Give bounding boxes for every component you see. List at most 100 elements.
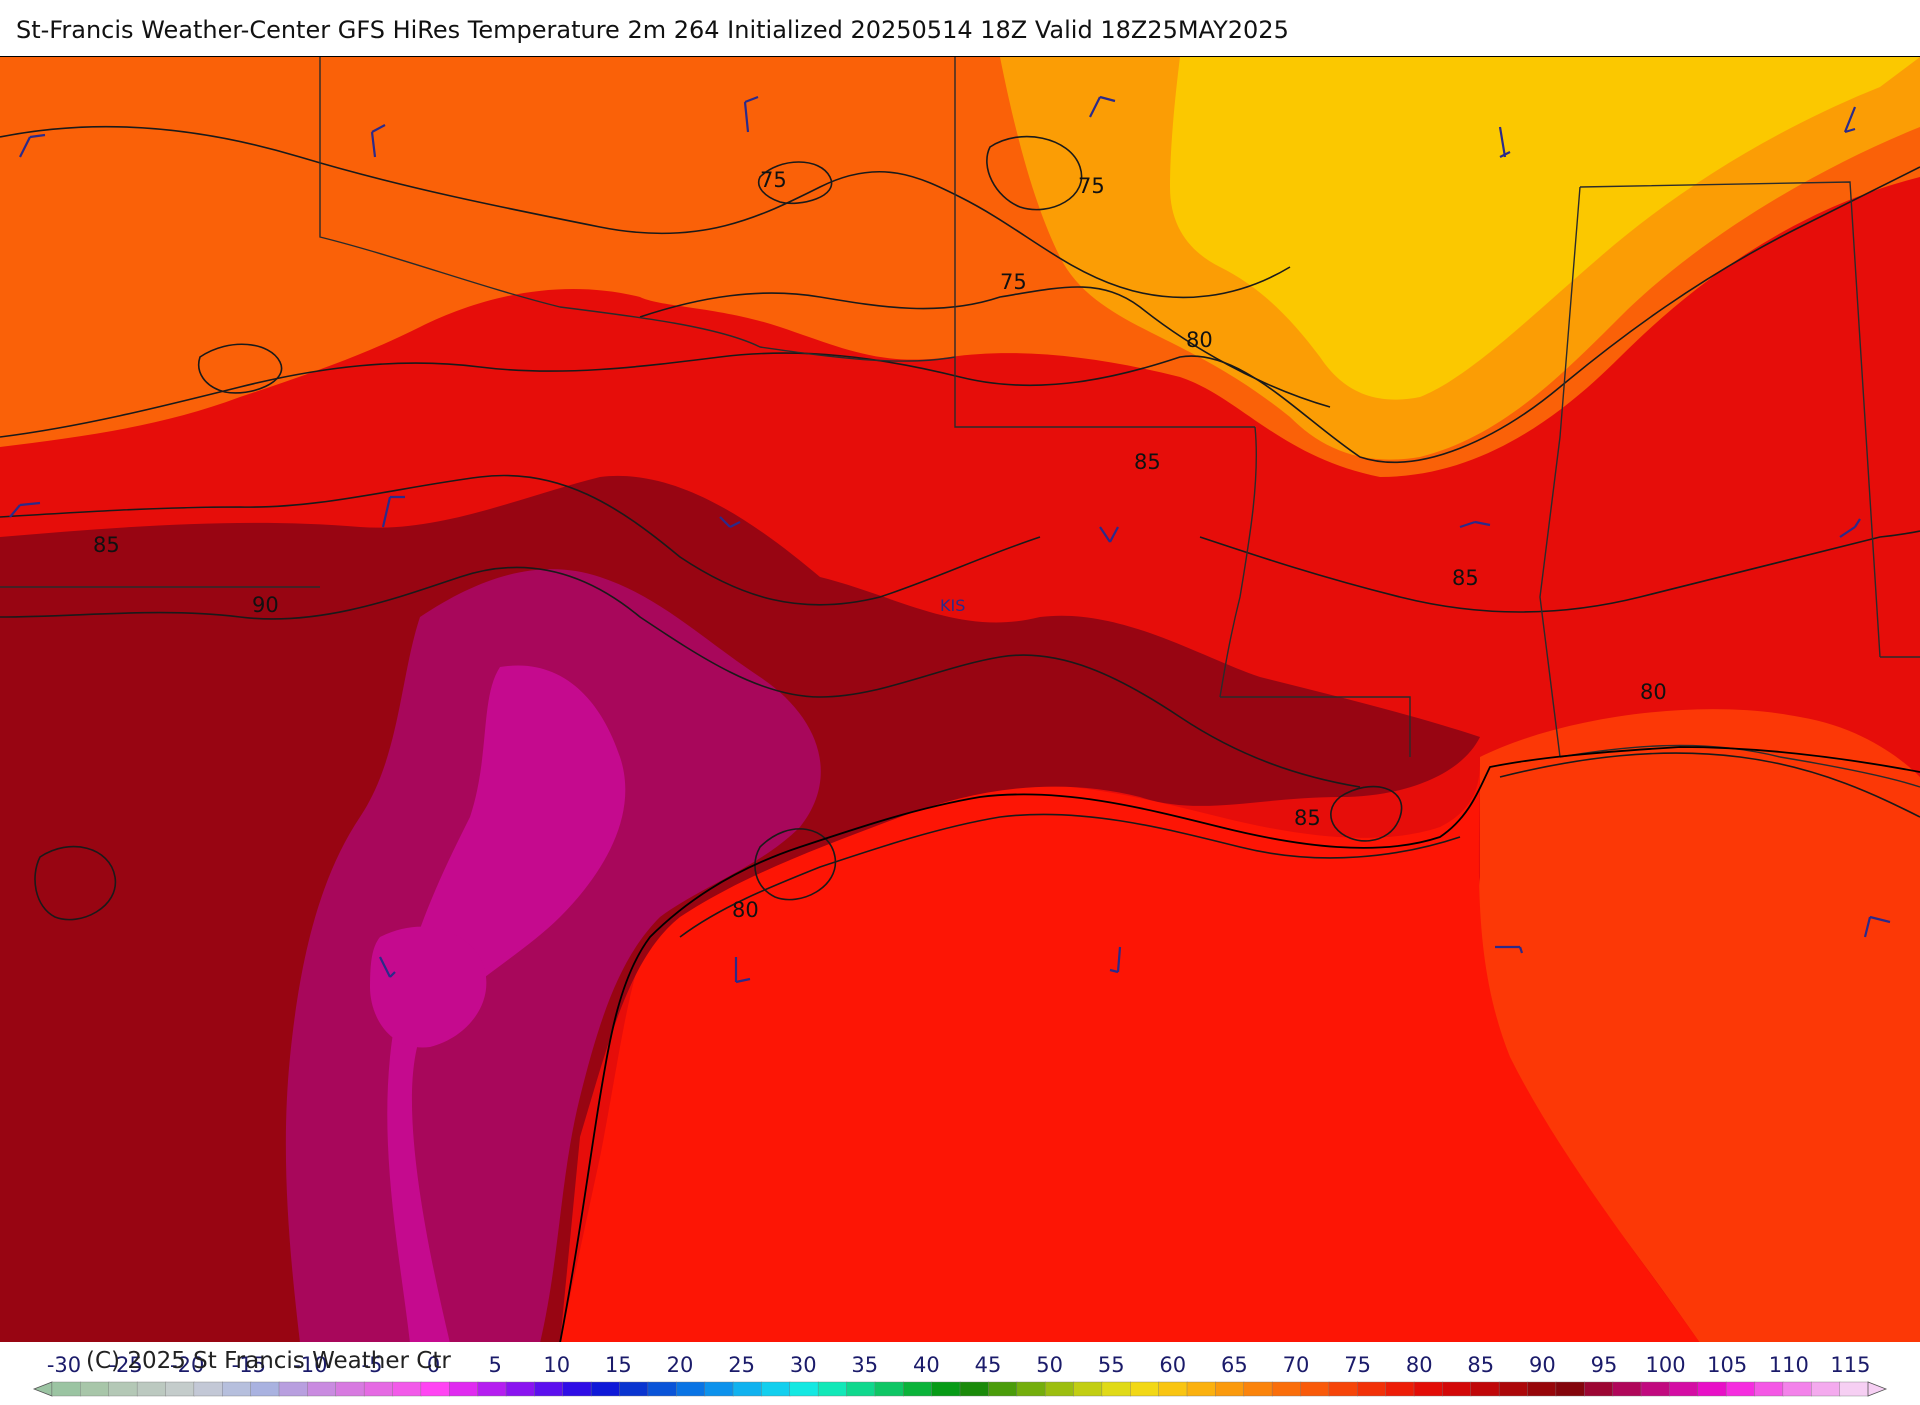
gulf-of-mexico <box>560 757 1700 1343</box>
contour-80 <box>0 166 1920 464</box>
colorbar-swatch <box>165 1381 195 1397</box>
colorbar-tick-label: 40 <box>913 1353 940 1377</box>
colorbar-tick-label: 50 <box>1036 1353 1063 1377</box>
colorbar-swatch <box>1811 1381 1841 1397</box>
wind-barb-icon <box>1109 946 1122 974</box>
colorbar-swatch <box>647 1381 677 1397</box>
wind-barb-icon <box>1459 520 1491 529</box>
colorbar-swatch <box>1725 1381 1756 1397</box>
border-state-5 <box>1579 181 1881 658</box>
map-frame: 75 75 75 80 85 85 90 85 80 85 80 KIS <box>0 56 1920 1344</box>
colorbar-swatch <box>903 1381 933 1397</box>
colorbar-swatch <box>1300 1381 1330 1397</box>
colorbar-swatch <box>51 1381 82 1397</box>
colorbar-swatch <box>1101 1381 1131 1397</box>
colorbar-swatch <box>676 1381 706 1397</box>
colorbar-swatch <box>1016 1381 1046 1397</box>
wind-barbs <box>9 95 1891 984</box>
colorbar-tick-label: 10 <box>543 1353 570 1377</box>
colorbar-swatch <box>874 1381 904 1397</box>
colorbar-swatch <box>1044 1381 1075 1397</box>
wind-barb-icon <box>719 516 741 528</box>
colorbar-swatch <box>392 1381 422 1397</box>
contour-loop-3 <box>198 343 283 394</box>
colorbar-swatch <box>477 1381 507 1397</box>
colorbar-swatch <box>534 1381 564 1397</box>
colorbar-swatch <box>988 1381 1018 1397</box>
colorbar-swatch <box>1612 1381 1642 1397</box>
colorbar-swatch <box>1697 1381 1727 1397</box>
contour-label: 75 <box>760 168 787 192</box>
colorbar-swatch <box>363 1381 394 1397</box>
colorbar-tick-label: 75 <box>1344 1353 1371 1377</box>
border-state-1 <box>954 57 1255 428</box>
colorbar-swatch <box>817 1381 848 1397</box>
colorbar-tick-label: 100 <box>1646 1353 1686 1377</box>
colorbar-swatch <box>1584 1381 1614 1397</box>
contour-80-gulf-east <box>1499 752 1920 818</box>
gulf-east-zone <box>1476 709 1920 1343</box>
coastline <box>559 746 1920 1343</box>
wind-barb-icon <box>381 495 405 528</box>
colorbar-tick-label: -20 <box>170 1353 204 1377</box>
colorbar-swatch <box>1243 1381 1273 1397</box>
colorbar-swatch <box>307 1381 337 1397</box>
temperature-map: 75 75 75 80 85 85 90 85 80 85 80 KIS <box>0 57 1920 1343</box>
colorbar-max-arrow <box>1867 1381 1888 1397</box>
colorbar-swatch <box>1357 1381 1387 1397</box>
state-borders <box>0 57 1920 788</box>
contour-label: 85 <box>1134 450 1161 474</box>
colorbar-swatch <box>1442 1381 1472 1397</box>
colorbar-tick-label: -15 <box>232 1353 266 1377</box>
wind-barb-icon <box>379 956 396 978</box>
border-state-2 <box>1219 426 1257 698</box>
colorbar-swatch <box>80 1381 110 1397</box>
colorbar-tick-label: -5 <box>362 1353 383 1377</box>
contour-label: 85 <box>93 533 120 557</box>
colorbar-swatch <box>222 1381 252 1397</box>
contour-label: 90 <box>252 593 279 617</box>
place-label: KIS <box>940 596 965 615</box>
colorbar-swatch <box>1413 1381 1444 1397</box>
colorbar-swatch <box>1555 1381 1585 1397</box>
colorbar-swatch <box>1470 1381 1500 1397</box>
contour-loop-6 <box>754 828 837 901</box>
colorbar-swatch <box>1271 1381 1302 1397</box>
colorbar-tick-label: 85 <box>1467 1353 1494 1377</box>
colorbar-swatch <box>619 1381 649 1397</box>
wind-barb-icon <box>743 95 759 133</box>
colorbar-swatch <box>108 1381 138 1397</box>
copyright-text: (C) 2025 St Francis Weather Ctr <box>86 1348 451 1374</box>
wind-barb-icon <box>9 501 41 518</box>
colorbar-swatch <box>1158 1381 1188 1397</box>
wind-barb-icon <box>1863 915 1891 938</box>
map-title: St-Francis Weather-Center GFS HiRes Temp… <box>16 16 1289 44</box>
title-bar: St-Francis Weather-Center GFS HiRes Temp… <box>0 0 1920 56</box>
colorbar-swatch <box>136 1381 167 1397</box>
contour-label: 75 <box>1078 174 1105 198</box>
hot-zone-magenta <box>387 665 626 1343</box>
colorbar-swatch <box>1669 1381 1699 1397</box>
colorbar-swatch <box>1073 1381 1103 1397</box>
colorbar-tick-label: 25 <box>728 1353 755 1377</box>
contour-loop-4 <box>34 845 117 921</box>
wind-barb-icon <box>19 133 46 158</box>
colorbar-swatch <box>789 1381 819 1397</box>
colorbar-swatch <box>761 1381 791 1397</box>
colorbar-tick-labels: -30 -25 -20 -15 -10 -5 0 5 10 15 20 25 30 35 40 45 50 55 6… <box>47 1353 1871 1377</box>
colorbar-tick-label: 55 <box>1098 1353 1125 1377</box>
colorbar-swatch <box>590 1381 621 1397</box>
colorbar-tick-label: 70 <box>1283 1353 1310 1377</box>
contour-85-west <box>0 474 1041 606</box>
wind-barb-icon <box>1089 95 1116 118</box>
colorbar-swatch <box>732 1381 763 1397</box>
contour-label: 85 <box>1452 566 1479 590</box>
hot-zone-purple <box>285 569 821 1343</box>
legend-area: -30 -25 -20 -15 -10 -5 0 5 10 15 20 25 30 35 40 45 50 55 6… <box>0 1342 1920 1400</box>
colorbar-tick-label: -30 <box>47 1353 81 1377</box>
colorbar-swatch <box>250 1381 280 1397</box>
colorbar-swatch <box>1385 1381 1415 1397</box>
colorbar-swatch <box>846 1381 876 1397</box>
colorbar-swatch <box>193 1381 223 1397</box>
colorbar-tick-label: 30 <box>790 1353 817 1377</box>
